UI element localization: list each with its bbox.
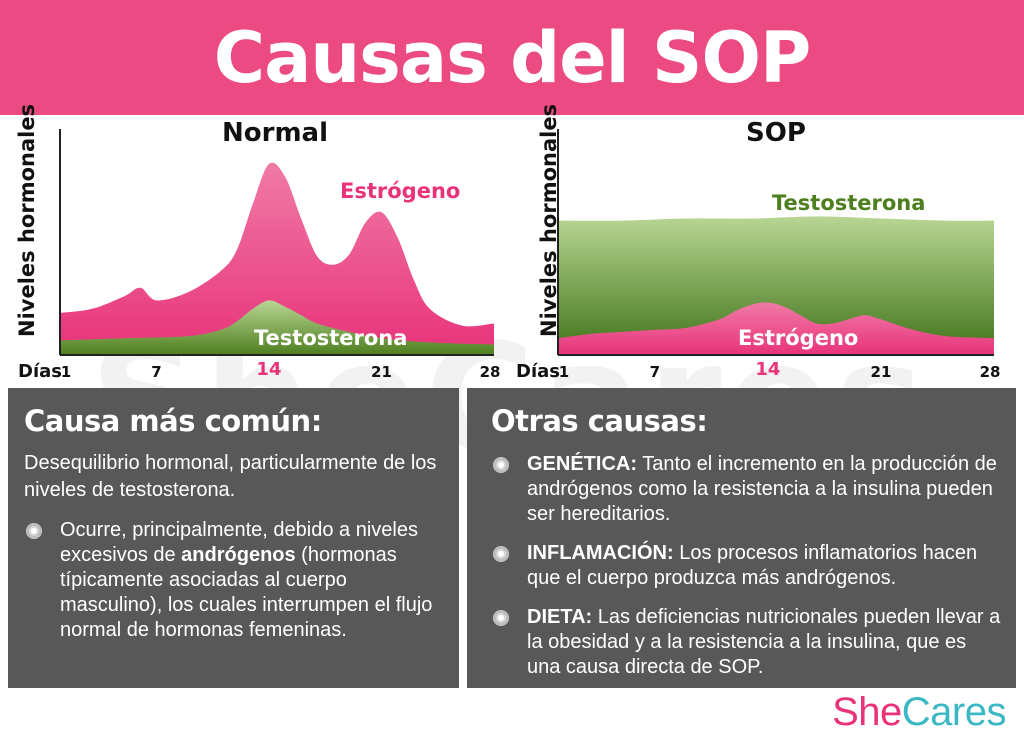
cause-label-inflamacion: INFLAMACIÓN: <box>527 542 674 564</box>
cause-text-genetica: Tanto el incremento en la producción de … <box>527 453 997 525</box>
header-banner: Causas del SOP <box>0 0 1024 115</box>
panel-main-cause: Causa más común: Desequilibrio hormonal,… <box>8 388 459 688</box>
list-item: Ocurre, principalmente, debido a niveles… <box>24 518 443 643</box>
list-item: INFLAMACIÓN: Los procesos inflamatorios … <box>491 541 1002 591</box>
chart-normal: Niveles hormonales Normal Estrógeno Test… <box>0 104 510 385</box>
chart-sop-label-testosterona: Testosterona <box>772 191 926 215</box>
bullet-icon <box>493 457 509 473</box>
panel-main-cause-lead: Desequilibrio hormonal, particularmente … <box>24 452 437 501</box>
chart-sop-series-first-area <box>558 216 994 355</box>
chart-normal-label-testosterona: Testosterona <box>254 326 408 350</box>
panel-main-cause-heading: Causa más común: <box>24 404 322 438</box>
panel-other-causes-heading: Otras causas: <box>491 404 708 438</box>
bullet-icon <box>26 523 42 539</box>
chart-sop: Niveles hormonales SOP Testosterona Estr… <box>510 104 1024 385</box>
chart-sop-tick-1: 1 <box>558 363 570 381</box>
logo-part-cares: Cares <box>901 690 1007 734</box>
bullet-text-post: (hormonas típicamente asociadas al cuerp… <box>60 544 433 641</box>
cause-text-dieta: Las deficiencias nutricionales pueden ll… <box>527 606 1001 678</box>
chart-normal-title: Normal <box>222 118 328 148</box>
logo-part-she: She <box>832 690 902 734</box>
chart-normal-tick-21: 21 <box>371 363 392 381</box>
chart-normal-tick-14: 14 <box>256 359 282 380</box>
chart-normal-days-label: Días <box>18 361 62 382</box>
chart-normal-label-estrogeno: Estrógeno <box>340 179 461 203</box>
cause-text-inflamacion: Los procesos inflamatorios hacen que el … <box>527 542 978 589</box>
chart-sop-tick-21: 21 <box>870 363 892 381</box>
chart-sop-plot <box>557 129 994 356</box>
chart-sop-tick-14: 14 <box>755 359 781 380</box>
chart-sop-tick-7: 7 <box>649 363 661 381</box>
bullet-icon <box>493 546 509 562</box>
chart-normal-plot <box>59 129 494 356</box>
list-item: DIETA: Las deficiencias nutricionales pu… <box>491 605 1002 680</box>
chart-normal-tick-7: 7 <box>151 363 162 381</box>
chart-sop-label-estrogeno: Estrógeno <box>738 326 859 350</box>
chart-sop-days-label: Días <box>516 361 560 382</box>
page-title: Causas del SOP <box>213 16 812 99</box>
chart-normal-tick-1: 1 <box>60 363 72 381</box>
chart-sop-series-second-area <box>558 302 994 355</box>
chart-normal-tick-28: 28 <box>479 363 501 381</box>
chart-sop-title: SOP <box>746 118 806 148</box>
chart-normal-series-second-area <box>60 300 494 355</box>
cause-label-dieta: DIETA: <box>527 606 593 628</box>
bullet-icon <box>493 610 509 626</box>
bullet-text-pre: Ocurre, principalmente, debido a niveles… <box>60 519 418 566</box>
panel-other-causes: Otras causas: GENÉTICA: Tanto el increme… <box>467 388 1016 688</box>
bullet-text-bold: andrógenos <box>181 544 296 566</box>
chart-normal-series-first-area <box>60 162 494 355</box>
list-item: GENÉTICA: Tanto el incremento en la prod… <box>491 452 1002 527</box>
cause-label-genetica: GENÉTICA: <box>527 453 637 475</box>
shecares-logo: SheCares <box>832 690 1006 735</box>
chart-sop-tick-28: 28 <box>979 363 1001 381</box>
